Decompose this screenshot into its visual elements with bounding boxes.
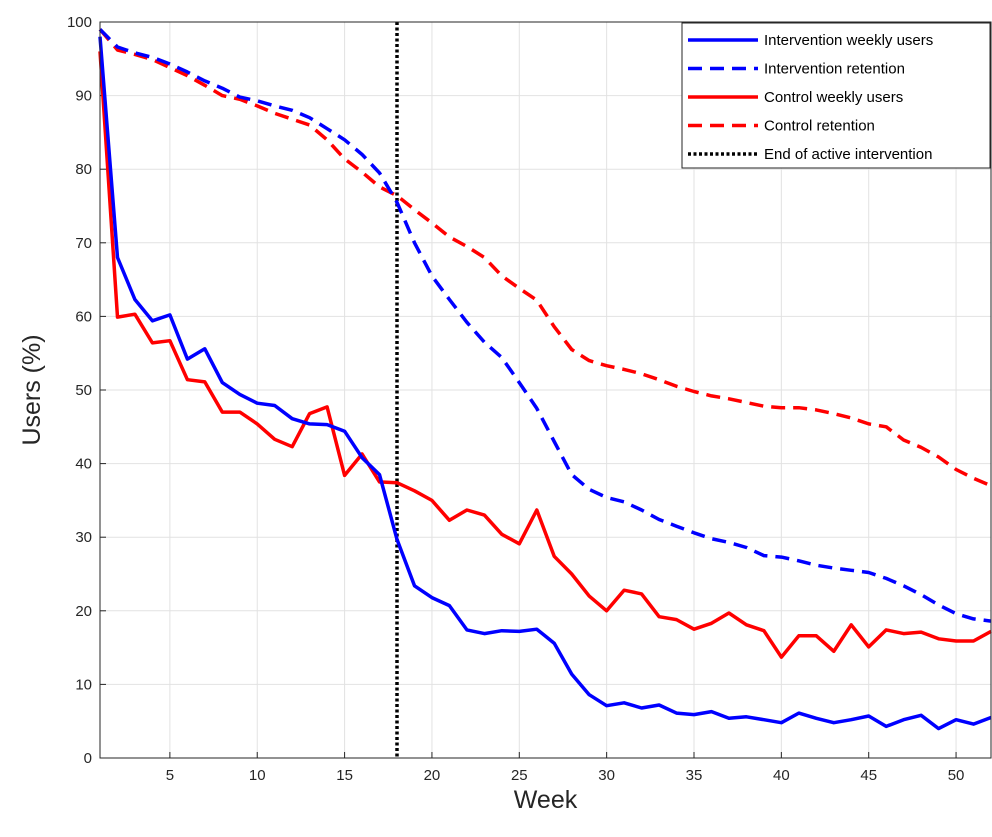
legend-label: Intervention weekly users — [764, 32, 933, 49]
y-tick-label: 0 — [84, 750, 92, 767]
legend-label: Control weekly users — [764, 89, 903, 106]
y-tick-label: 70 — [75, 235, 92, 252]
x-tick-label: 35 — [686, 767, 703, 784]
x-tick-label: 25 — [511, 767, 528, 784]
series-line-3 — [98, 28, 992, 488]
series-line-0 — [98, 36, 992, 731]
legend-label: Intervention retention — [764, 61, 905, 78]
y-tick-label: 10 — [75, 676, 92, 693]
series-line-2 — [98, 51, 992, 659]
y-tick-label: 60 — [75, 308, 92, 325]
plot-frame — [99, 21, 992, 759]
y-tick-label: 50 — [75, 382, 92, 399]
x-tick-label: 15 — [336, 767, 353, 784]
legend-label: Control retention — [764, 118, 875, 135]
y-tick-label: 90 — [75, 88, 92, 105]
x-tick-label: 10 — [249, 767, 266, 784]
y-tick-label: 20 — [75, 603, 92, 620]
x-tick-label: 45 — [860, 767, 877, 784]
series-group — [98, 22, 992, 758]
legend-label: End of active intervention — [764, 146, 932, 163]
axis-ticks: 5 10 15 20 25 30 35 40 45 50 0 10 20 30 40 50 60 70 80 90 10… — [67, 14, 964, 784]
series-line-1 — [98, 28, 992, 623]
y-tick-label: 100 — [67, 14, 92, 31]
x-tick-label: 5 — [166, 767, 174, 784]
y-tick-label: 40 — [75, 456, 92, 473]
x-tick-label: 20 — [424, 767, 441, 784]
y-tick-label: 30 — [75, 529, 92, 546]
legend: Intervention weekly users Intervention re… — [681, 22, 991, 169]
x-axis-label: Week — [514, 786, 578, 814]
y-axis-label: Users (%) — [18, 334, 46, 445]
x-tick-label: 50 — [948, 767, 965, 784]
x-tick-label: 30 — [598, 767, 615, 784]
x-tick-label: 40 — [773, 767, 790, 784]
y-tick-label: 80 — [75, 161, 92, 178]
